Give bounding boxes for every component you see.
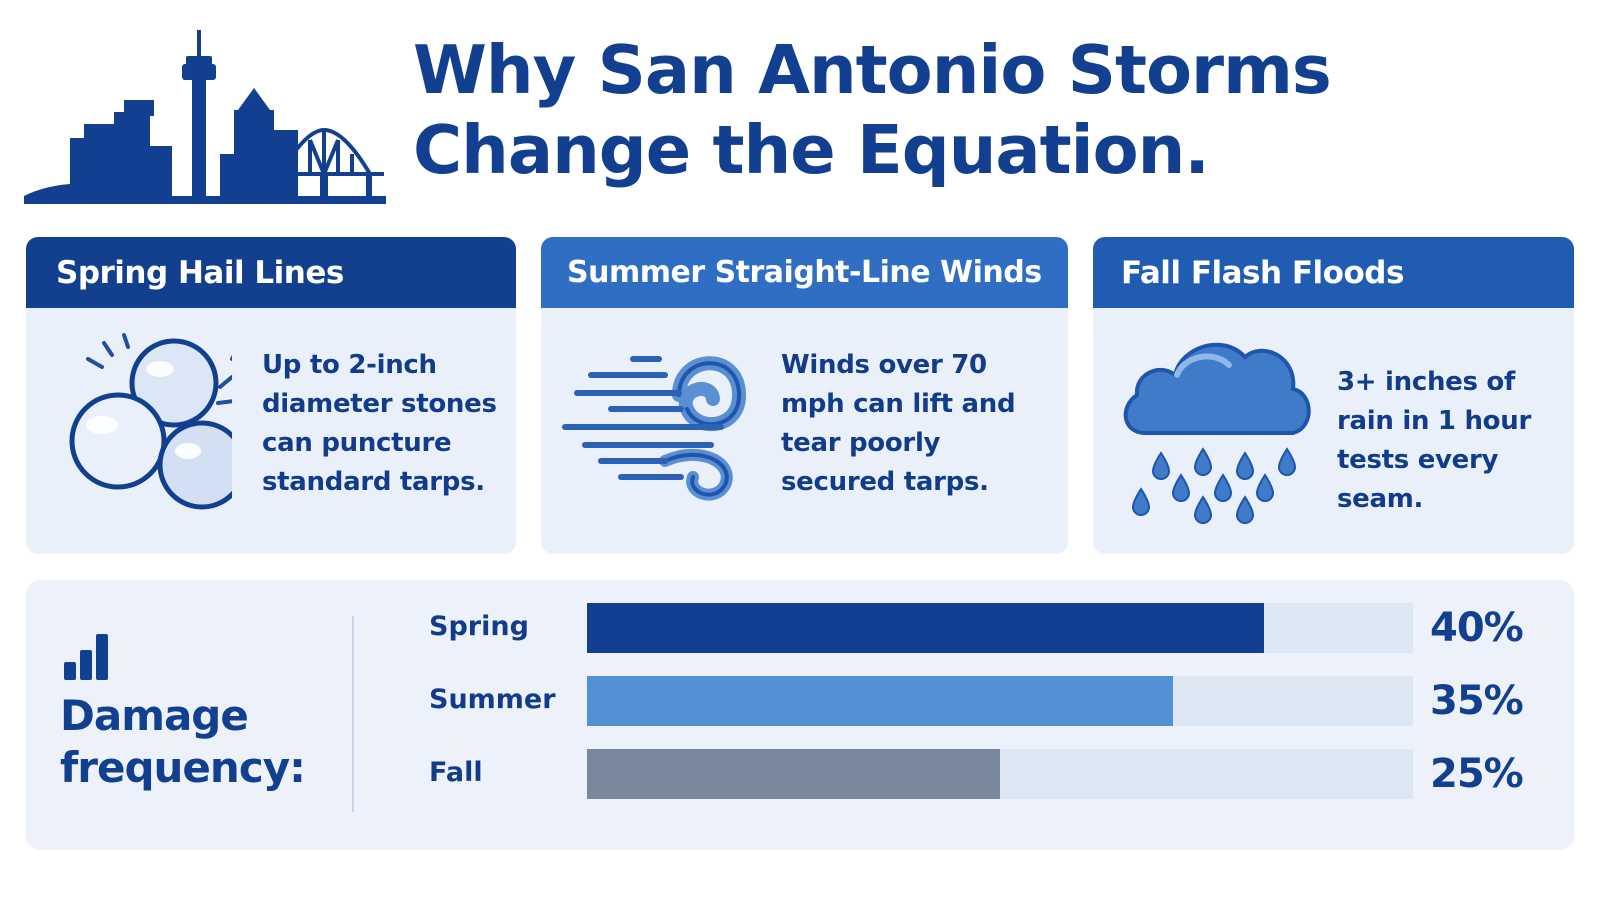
frequency-row-spring: Spring 40% [26, 603, 1574, 653]
damage-frequency-panel: Damage frequency: Spring 40% Summer 35% … [26, 580, 1574, 850]
page-title: Why San Antonio Storms Change the Equati… [413, 30, 1563, 190]
city-skyline-icon [24, 30, 386, 204]
card-title: Spring Hail Lines [26, 237, 516, 308]
bar-track [587, 603, 1413, 653]
wind-gust-icon [562, 356, 746, 501]
row-value: 35% [1430, 678, 1524, 724]
card-description: Winds over 70 mph can lift and tear poor… [781, 350, 1016, 497]
title-line-1: Why San Antonio Storms [413, 31, 1332, 109]
card-title: Fall Flash Floods [1093, 237, 1574, 308]
frequency-row-fall: Fall 25% [26, 749, 1574, 799]
bar-track [587, 749, 1413, 799]
divider [352, 616, 354, 812]
bar-track [587, 676, 1413, 726]
card-fall-floods: Fall Flash Floods 3+ inches of rain in 1… [1093, 237, 1574, 554]
frequency-title: Damage frequency: [60, 691, 306, 792]
title-line-2: Change the Equation. [413, 111, 1210, 189]
row-label: Spring [429, 611, 529, 642]
card-title: Summer Straight-Line Winds [541, 237, 1068, 308]
row-value: 40% [1430, 605, 1524, 651]
bar-fill [587, 676, 1174, 726]
row-label: Summer [429, 684, 556, 715]
row-label: Fall [429, 757, 483, 788]
rain-cloud-icon [1123, 342, 1311, 524]
row-value: 25% [1430, 751, 1524, 797]
bar-chart-icon [64, 634, 108, 680]
hailstones-icon [69, 333, 232, 510]
bar-fill [587, 603, 1265, 653]
card-summer-winds: Summer Straight-Line Winds Winds over 70… [541, 237, 1068, 554]
card-description: 3+ inches of rain in 1 hour tests every … [1337, 367, 1531, 514]
frequency-row-summer: Summer 35% [26, 676, 1574, 726]
bar-fill [587, 749, 1000, 799]
card-spring-hail: Spring Hail Lines Up to 2-inch diameter … [26, 237, 516, 554]
header: Why San Antonio Storms Change the Equati… [0, 0, 1600, 225]
card-description: Up to 2-inch diameter stones can punctur… [262, 350, 497, 497]
